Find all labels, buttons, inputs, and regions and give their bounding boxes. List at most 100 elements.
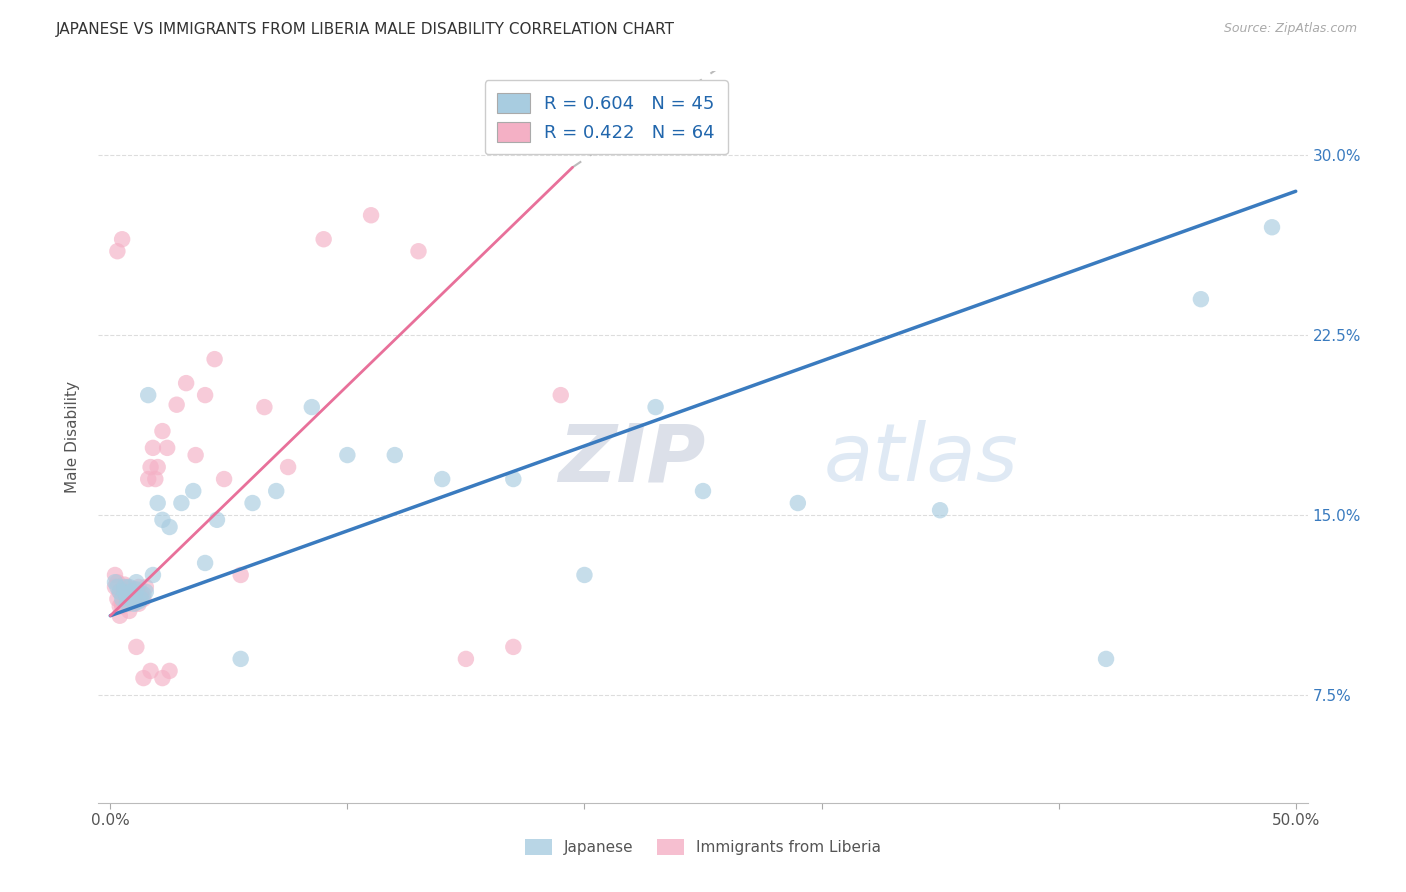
Point xyxy=(105,575,128,590)
Point xyxy=(502,472,524,486)
Point xyxy=(114,577,136,591)
Point xyxy=(122,590,145,604)
Point xyxy=(129,587,152,601)
Point xyxy=(132,591,155,606)
Point xyxy=(122,582,145,597)
Point xyxy=(104,568,127,582)
Point xyxy=(170,496,193,510)
Point xyxy=(132,587,155,601)
Point xyxy=(136,388,159,402)
Point xyxy=(205,513,228,527)
Point xyxy=(115,580,138,594)
Point xyxy=(152,424,174,438)
Point xyxy=(125,594,148,608)
Point xyxy=(212,472,235,486)
Point xyxy=(135,580,157,594)
Point xyxy=(143,472,166,486)
Text: ZIP: ZIP xyxy=(558,420,706,498)
Point xyxy=(184,448,207,462)
Point xyxy=(128,594,150,608)
Point xyxy=(114,580,136,594)
Point xyxy=(574,568,596,582)
Point xyxy=(159,520,181,534)
Text: JAPANESE VS IMMIGRANTS FROM LIBERIA MALE DISABILITY CORRELATION CHART: JAPANESE VS IMMIGRANTS FROM LIBERIA MALE… xyxy=(56,22,675,37)
Point xyxy=(929,503,952,517)
Point xyxy=(174,376,197,391)
Point xyxy=(122,590,145,604)
Point xyxy=(502,640,524,654)
Point xyxy=(128,580,150,594)
Point xyxy=(105,591,128,606)
Point xyxy=(204,352,226,367)
Point xyxy=(108,608,131,623)
Point xyxy=(111,591,134,606)
Point xyxy=(108,599,131,614)
Point xyxy=(128,597,150,611)
Point xyxy=(121,591,143,606)
Point xyxy=(125,575,148,590)
Point xyxy=(104,580,127,594)
Point xyxy=(1189,292,1212,306)
Point xyxy=(114,584,136,599)
Text: atlas: atlas xyxy=(824,420,1019,498)
Point xyxy=(108,584,131,599)
Point xyxy=(115,594,138,608)
Point xyxy=(118,604,141,618)
Point xyxy=(108,584,131,599)
Point xyxy=(1095,652,1118,666)
Point xyxy=(105,580,128,594)
Point xyxy=(142,441,165,455)
Point xyxy=(166,398,188,412)
Point xyxy=(111,587,134,601)
Point xyxy=(242,496,264,510)
Point xyxy=(125,582,148,597)
Point xyxy=(432,472,454,486)
Point xyxy=(135,584,157,599)
Point xyxy=(139,664,162,678)
Point xyxy=(104,575,127,590)
Point xyxy=(194,556,217,570)
Legend: Japanese, Immigrants from Liberia: Japanese, Immigrants from Liberia xyxy=(519,833,887,861)
Point xyxy=(115,597,138,611)
Point xyxy=(146,460,169,475)
Point xyxy=(301,400,323,414)
Point xyxy=(152,671,174,685)
Point xyxy=(118,582,141,597)
Point xyxy=(111,597,134,611)
Point xyxy=(118,597,141,611)
Point xyxy=(118,580,141,594)
Point xyxy=(114,597,136,611)
Point xyxy=(253,400,276,414)
Point xyxy=(129,591,152,606)
Point xyxy=(360,208,382,222)
Point xyxy=(118,587,141,601)
Point xyxy=(264,483,287,498)
Point xyxy=(115,587,138,601)
Point xyxy=(1261,220,1284,235)
Point xyxy=(454,652,477,666)
Point xyxy=(111,582,134,597)
Point xyxy=(152,513,174,527)
Point xyxy=(111,599,134,614)
Point xyxy=(644,400,666,414)
Point xyxy=(115,591,138,606)
Point xyxy=(692,483,714,498)
Point xyxy=(121,587,143,601)
Point xyxy=(114,590,136,604)
Point xyxy=(146,496,169,510)
Point xyxy=(194,388,217,402)
Point xyxy=(114,584,136,599)
Point xyxy=(336,448,359,462)
Text: Source: ZipAtlas.com: Source: ZipAtlas.com xyxy=(1223,22,1357,36)
Point xyxy=(121,584,143,599)
Point xyxy=(115,590,138,604)
Point xyxy=(121,584,143,599)
Point xyxy=(125,640,148,654)
Point xyxy=(125,587,148,601)
Point xyxy=(384,448,406,462)
Point xyxy=(312,232,335,246)
Y-axis label: Male Disability: Male Disability xyxy=(65,381,80,493)
Point xyxy=(105,244,128,259)
Point xyxy=(132,671,155,685)
Point xyxy=(229,652,252,666)
